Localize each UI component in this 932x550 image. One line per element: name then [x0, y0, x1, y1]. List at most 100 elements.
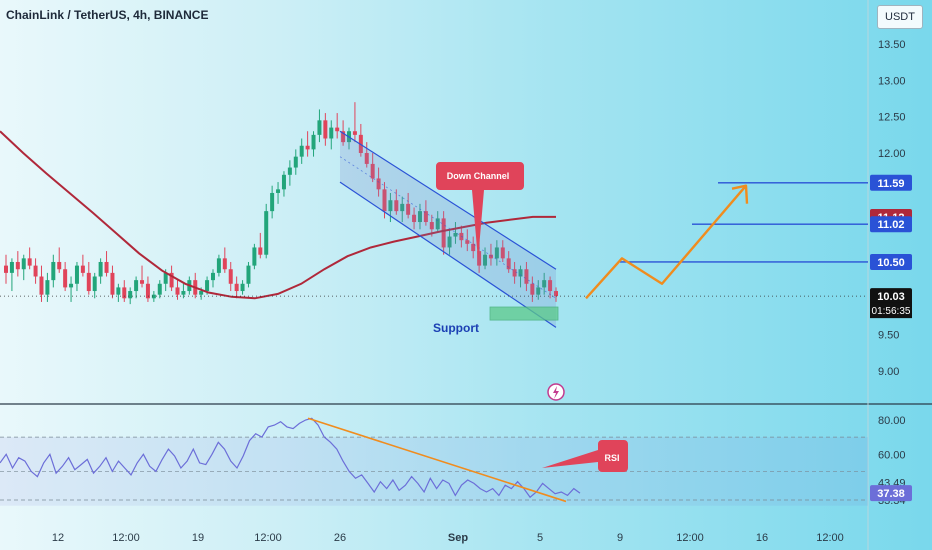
rsi-current-badge [870, 485, 912, 502]
candle-body [453, 232, 458, 237]
candle-body [554, 291, 558, 297]
candle-body [506, 258, 511, 270]
projection-arrowhead [731, 184, 749, 204]
candle-body [169, 272, 174, 288]
candle-body [104, 261, 109, 273]
x-tick-label: 5 [537, 532, 543, 544]
chart-title: ChainLink / TetherUS, 4h, BINANCE [6, 8, 209, 22]
candle-body [258, 247, 263, 255]
rsi-trendline [307, 417, 567, 503]
y-tick-label: 9.50 [878, 330, 899, 342]
candle-body [222, 258, 227, 270]
candle-body [122, 287, 127, 299]
candle-body [210, 272, 215, 281]
candle-body [441, 218, 446, 248]
moving-average-line [0, 130, 556, 300]
candle-body [299, 145, 304, 157]
x-tick-label: 16 [756, 532, 768, 544]
candle-body [145, 283, 150, 299]
x-tick-label: 12:00 [816, 532, 844, 544]
y-tick-label: 13.00 [878, 75, 906, 87]
y-tick-label: 12.00 [878, 148, 906, 160]
candle-body [400, 203, 405, 212]
candle-body [317, 120, 322, 135]
candle-body [264, 211, 269, 255]
candle-body [151, 294, 156, 299]
rsi-tick-label: 60.00 [878, 449, 906, 461]
candle-body [140, 280, 145, 284]
candle-body [33, 265, 38, 277]
price-label-text: 11.59 [878, 178, 905, 190]
candle-body [376, 178, 381, 190]
lightning-bolt-icon [553, 386, 559, 399]
x-tick-label: 12:00 [676, 532, 704, 544]
candle-body [116, 287, 121, 295]
candle-body [370, 163, 375, 179]
candle-body [494, 247, 499, 259]
candle-body [270, 192, 275, 212]
candle-body [323, 120, 328, 139]
candle-body [205, 280, 210, 292]
down-channel-label: Down Channel [447, 171, 510, 181]
projection-path [585, 184, 747, 300]
support-label: Support [433, 321, 479, 335]
rsi-line [0, 417, 581, 499]
candle-body [80, 265, 85, 273]
candle-body [335, 127, 340, 132]
x-tick-label: Sep [448, 532, 468, 544]
candle-body [240, 283, 245, 292]
channel-fill [340, 131, 556, 328]
candle-body [488, 254, 493, 259]
candle-body [216, 258, 221, 273]
candle-body [329, 127, 334, 139]
candle-body [412, 214, 417, 223]
y-tick-label: 13.50 [878, 39, 906, 51]
candle-body [524, 269, 529, 284]
candle-body [382, 189, 387, 212]
y-tick-label: 9.00 [878, 366, 899, 378]
rsi-current-text: 37.38 [877, 488, 905, 500]
candle-body [364, 153, 369, 164]
candle-body [406, 203, 411, 215]
candle-body [39, 276, 44, 295]
candle-body [311, 134, 316, 150]
price-label-badge [870, 174, 912, 191]
rsi-label: RSI [604, 453, 619, 463]
candle-body [500, 247, 505, 259]
candle-body [429, 222, 434, 230]
countdown-text: 01:56:35 [872, 306, 911, 317]
candle-body [341, 131, 346, 143]
candle-body [352, 131, 357, 135]
candle-body [471, 243, 476, 252]
channel-mid-line [339, 156, 557, 299]
candle-body [63, 269, 68, 288]
x-tick-label: 12:00 [254, 532, 282, 544]
candle-body [305, 145, 310, 150]
candle-body [483, 254, 488, 266]
countdown-badge [870, 302, 912, 319]
candle-body [27, 258, 32, 266]
down-channel-callout [436, 162, 524, 260]
channel-upper-line [339, 130, 557, 270]
candle-body [281, 174, 286, 190]
candle-body [548, 280, 553, 292]
candle-body [110, 272, 115, 295]
candle-body [98, 261, 103, 277]
candle-body [21, 258, 26, 270]
candle-body [157, 283, 162, 295]
currency-button[interactable]: USDT [877, 5, 923, 29]
candle-body [447, 236, 452, 248]
price-label-text: 10.50 [877, 257, 905, 269]
candle-body [163, 272, 168, 284]
candle-body [423, 211, 428, 223]
candle-body [92, 276, 97, 292]
candle-body [287, 167, 292, 175]
candle-body [199, 291, 204, 295]
candle-body [246, 265, 251, 284]
candle-body [15, 261, 20, 270]
candle-body [435, 218, 440, 230]
price-label-badge [870, 288, 912, 305]
x-tick-label: 9 [617, 532, 623, 544]
